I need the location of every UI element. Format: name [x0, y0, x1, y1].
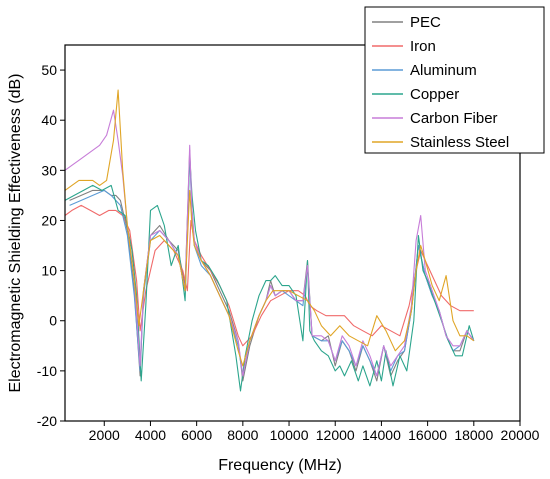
y-tick-label: 30 — [41, 162, 57, 178]
x-axis-title: Frequency (MHz) — [218, 457, 342, 474]
y-tick-label: -20 — [37, 413, 57, 429]
y-tick-label: 40 — [41, 112, 57, 128]
x-tick-label: 18000 — [454, 427, 493, 443]
y-tick-label: 10 — [41, 263, 57, 279]
y-tick-label: 0 — [49, 313, 57, 329]
x-tick-label: 6000 — [181, 427, 212, 443]
y-tick-label: -10 — [37, 363, 57, 379]
legend-label: Iron — [410, 38, 436, 55]
y-tick-label: 50 — [41, 62, 57, 78]
plot-lines — [64, 89, 475, 392]
x-tick-label: 10000 — [270, 427, 309, 443]
y-tick-label: 20 — [41, 212, 57, 228]
series-line-aluminum — [69, 154, 475, 377]
x-tick-label: 8000 — [227, 427, 258, 443]
series-line-pec — [69, 149, 475, 382]
legend-label: Stainless Steel — [410, 134, 509, 151]
legend-label: Carbon Fiber — [410, 110, 498, 127]
series-line-iron — [64, 204, 474, 347]
legend-label: Copper — [410, 86, 459, 103]
x-tick-label: 4000 — [135, 427, 166, 443]
y-axis-title: Electromagnetic Shielding Effectiveness … — [7, 74, 24, 393]
legend-label: PEC — [410, 14, 441, 31]
x-tick-label: 12000 — [316, 427, 355, 443]
legend-box — [364, 6, 545, 154]
x-axis: 2000 4000 6000 8000 10000 12000 14000 16000 1800… — [89, 421, 540, 443]
x-tick-label: 2000 — [89, 427, 120, 443]
legend-label: Aluminum — [410, 62, 477, 79]
x-tick-label: 20000 — [501, 427, 540, 443]
series-line-stainless-steel — [64, 89, 475, 367]
x-tick-label: 16000 — [408, 427, 447, 443]
x-tick-label: 14000 — [362, 427, 401, 443]
plot-frame — [64, 44, 521, 422]
series-line-copper — [64, 154, 475, 392]
y-axis: -20 -10 0 10 20 30 40 50 — [37, 62, 65, 429]
legend: PEC Iron Aluminum Copper Carbon Fiber Stainle… — [364, 6, 545, 154]
